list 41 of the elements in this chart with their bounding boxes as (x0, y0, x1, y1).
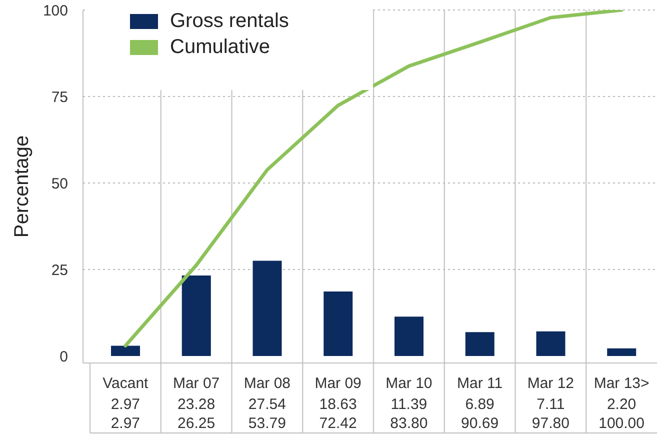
data-label: 26.25 (178, 415, 216, 432)
legend-label: Cumulative (170, 36, 270, 58)
y-tick-label: 100 (42, 2, 68, 20)
x-tick-label: Mar 07 (172, 375, 220, 392)
data-label: 6.89 (465, 396, 494, 413)
data-label: 23.28 (178, 396, 216, 413)
legend-label: Gross rentals (170, 10, 289, 32)
data-label: 27.54 (248, 396, 286, 413)
x-tick-label: Mar 08 (244, 375, 291, 392)
data-label: 2.97 (110, 396, 140, 413)
y-tick-label: 0 (60, 348, 68, 366)
y-tick-label: 25 (51, 262, 68, 279)
x-tick-label: Mar 11 (457, 375, 503, 392)
x-tick-label: Mar 12 (527, 375, 574, 392)
data-label: 11.39 (390, 396, 428, 413)
bar (111, 346, 140, 356)
x-tick-label: Mar 13> (594, 375, 650, 392)
y-axis-title: Percentage (11, 135, 33, 238)
data-label: 18.63 (319, 396, 357, 413)
bar (465, 332, 494, 356)
bar (324, 292, 353, 356)
line-series (124, 10, 624, 348)
data-label: 53.79 (248, 415, 286, 432)
data-label: 7.11 (536, 396, 565, 413)
data-label: 2.20 (606, 396, 636, 413)
bar (252, 260, 282, 356)
bar (536, 331, 566, 356)
x-tick-label: Vacant (102, 375, 150, 392)
bar (607, 348, 636, 356)
bar (182, 275, 211, 356)
x-tick-label: Mar 09 (314, 375, 362, 392)
data-label: 2.97 (110, 415, 140, 432)
y-tick-label: 50 (51, 175, 68, 192)
data-label: 72.42 (319, 415, 357, 432)
y-tick-label: 75 (51, 88, 68, 106)
bar (394, 316, 424, 356)
data-label: 83.80 (390, 415, 428, 432)
data-label: 90.69 (461, 415, 499, 432)
data-label: 97.80 (532, 415, 570, 432)
x-tick-label: Mar 10 (386, 375, 432, 392)
data-label: 100.00 (598, 415, 645, 432)
